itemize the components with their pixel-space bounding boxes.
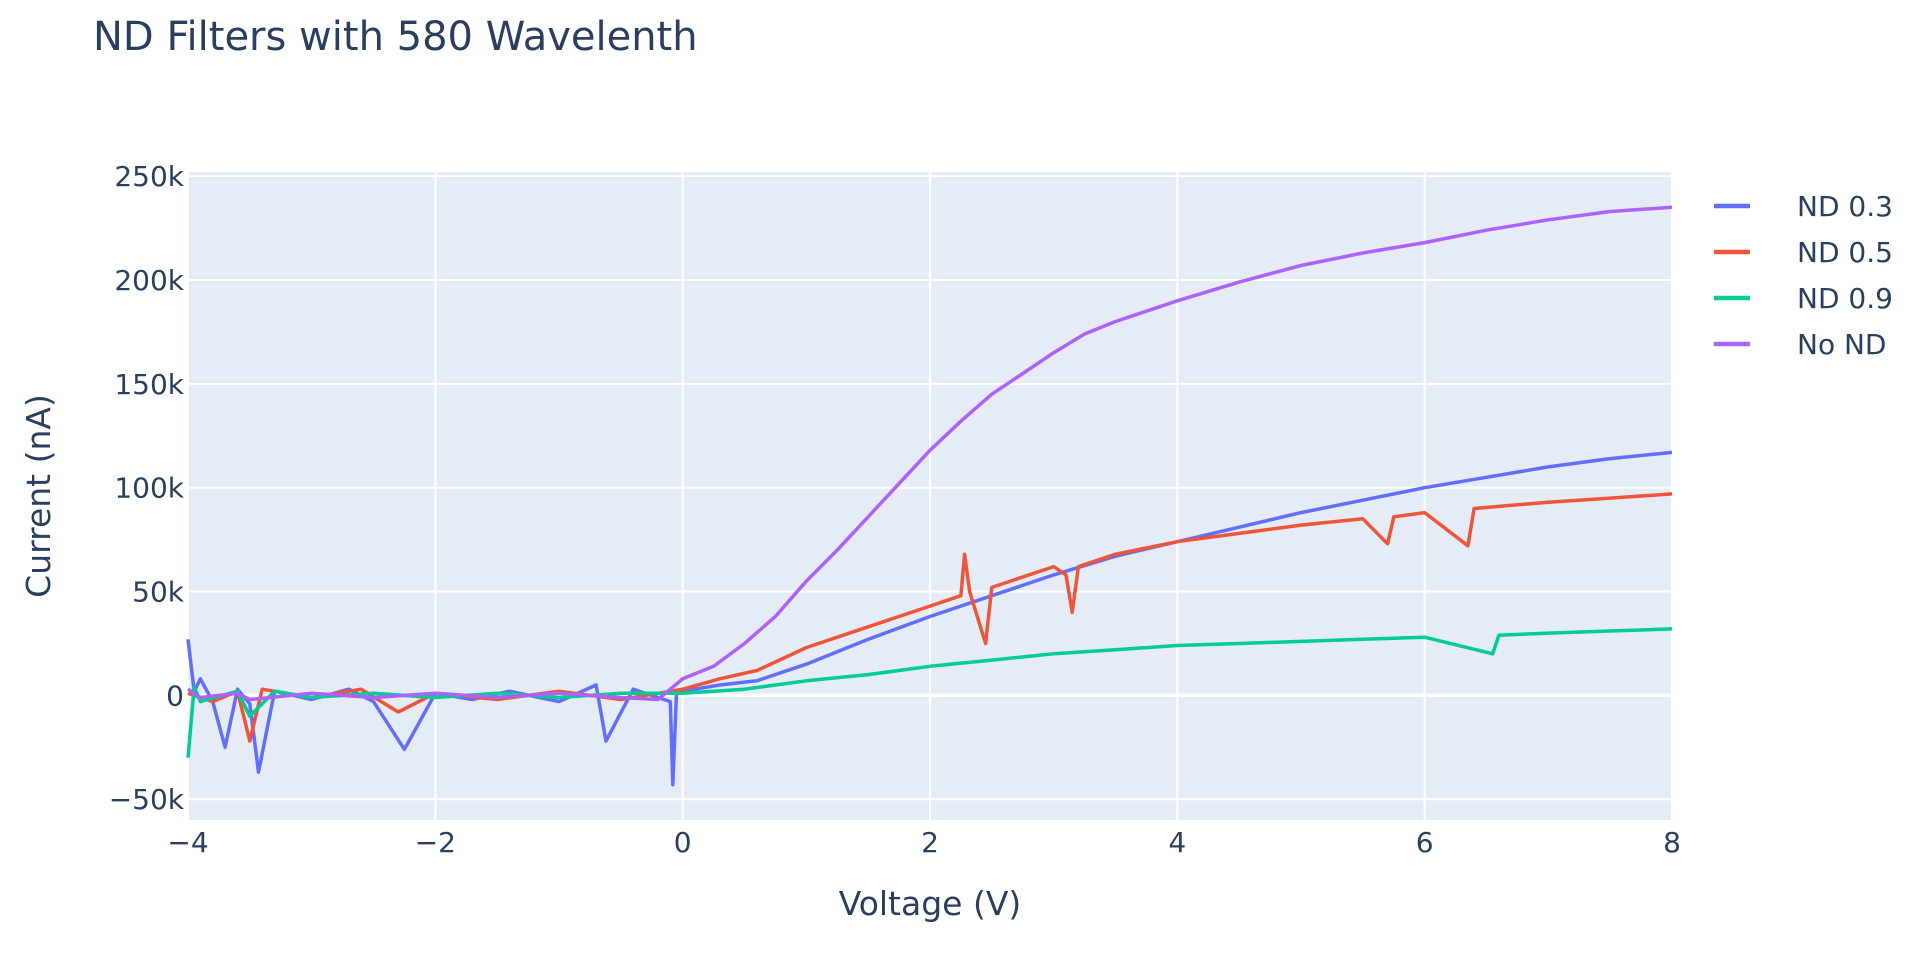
legend-label: ND 0.5 xyxy=(1797,236,1893,269)
x-tick-label: 6 xyxy=(1416,826,1434,859)
y-axis-title: Current (nA) xyxy=(19,394,58,598)
x-axis-title: Voltage (V) xyxy=(839,884,1022,923)
chart-title: ND Filters with 580 Wavelenth xyxy=(93,14,698,60)
x-tick-label: 2 xyxy=(921,826,939,859)
y-tick-label: 200k xyxy=(114,264,184,297)
y-tick-label: 150k xyxy=(114,368,184,401)
x-axis-ticks: −4 −2 0 2 4 6 8 xyxy=(167,826,1681,859)
series-line-nd-0-3 xyxy=(186,450,1673,787)
y-tick-label: 0 xyxy=(166,679,184,712)
y-axis-ticks: −50k 0 50k 100k 150k 200k 250k xyxy=(109,160,185,816)
legend-label: No ND xyxy=(1797,328,1886,361)
y-tick-label: 250k xyxy=(114,160,184,193)
x-tick-label: 8 xyxy=(1663,826,1681,859)
series-line-no-nd xyxy=(187,205,1673,702)
series-line-nd-0-5 xyxy=(187,492,1673,743)
y-tick-label: −50k xyxy=(109,783,185,816)
y-tick-label: 100k xyxy=(114,472,184,505)
x-tick-label: −4 xyxy=(167,826,208,859)
legend-label: ND 0.9 xyxy=(1797,282,1893,315)
x-tick-label: 4 xyxy=(1168,826,1186,859)
series-line-nd-0-9 xyxy=(186,627,1673,758)
series-layer xyxy=(186,205,1673,787)
legend: ND 0.3 ND 0.5 ND 0.9 No ND xyxy=(1714,190,1893,361)
y-tick-label: 50k xyxy=(132,576,185,609)
x-tick-label: 0 xyxy=(674,826,692,859)
legend-label: ND 0.3 xyxy=(1797,190,1893,223)
x-tick-label: −2 xyxy=(415,826,456,859)
